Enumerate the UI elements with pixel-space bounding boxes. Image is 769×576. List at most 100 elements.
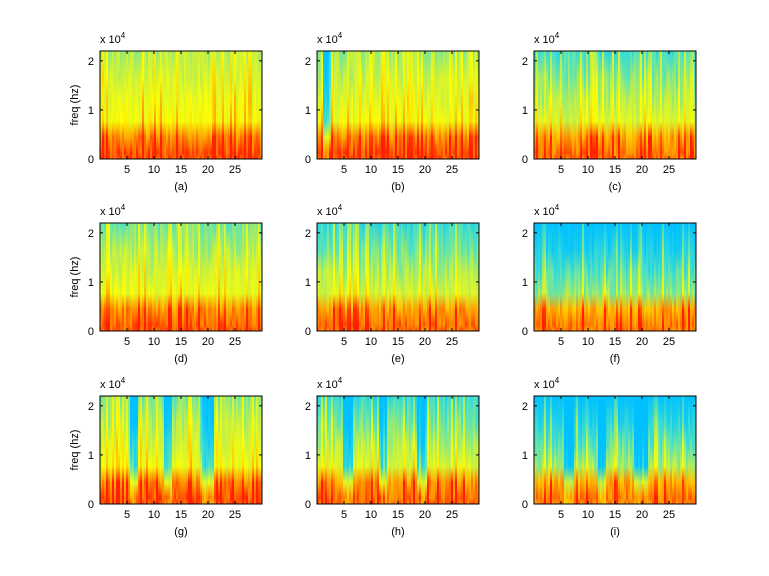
spectrogram-column: [670, 51, 673, 159]
spectrogram-column: [112, 223, 115, 331]
spectrogram-column: [168, 51, 171, 159]
spectrogram-column: [128, 223, 131, 331]
spectrogram-column: [359, 396, 362, 504]
spectrogram-column: [616, 223, 619, 331]
spectrogram-column: [325, 396, 328, 504]
spectrogram-column: [256, 223, 259, 331]
spectrogram-column: [134, 223, 137, 331]
spectrogram-column: [676, 396, 679, 504]
spectrogram-column: [323, 51, 326, 159]
spectrogram-column: [389, 223, 392, 331]
spectrogram-column: [142, 51, 145, 159]
spectrogram-column: [172, 51, 175, 159]
spectrogram-column: [204, 396, 207, 504]
spectrogram-column: [146, 51, 149, 159]
spectrogram-column: [401, 223, 404, 331]
y-exponent-label: x 104: [317, 31, 343, 46]
y-exponent-label: x 104: [100, 376, 126, 391]
y-exponent-label: x 104: [534, 376, 560, 391]
spectrogram-column: [640, 223, 643, 331]
spectrogram-column: [435, 223, 438, 331]
spectrogram-column: [170, 223, 173, 331]
spectrogram-column: [682, 223, 685, 331]
panel-caption: (d): [174, 353, 187, 365]
spectrogram-column: [202, 51, 205, 159]
spectrogram-column: [443, 223, 446, 331]
spectrogram-column: [626, 51, 629, 159]
spectrogram-column: [401, 396, 404, 504]
spectrogram-column: [385, 51, 388, 159]
spectrogram-column: [331, 51, 334, 159]
spectrogram-column: [544, 223, 547, 331]
spectrogram-column: [654, 396, 657, 504]
spectrogram-column: [192, 396, 195, 504]
spectrogram-column: [648, 396, 651, 504]
spectrogram-column: [377, 223, 380, 331]
spectrogram-column: [387, 396, 390, 504]
spectrogram-column: [588, 396, 591, 504]
spectrogram-column: [126, 223, 129, 331]
spectrogram-column: [680, 223, 683, 331]
spectrogram-column: [688, 396, 691, 504]
spectrogram-column: [556, 51, 559, 159]
spectrogram-column: [355, 51, 358, 159]
spectrogram-column: [363, 51, 366, 159]
spectrogram-column: [542, 51, 545, 159]
spectrogram-column: [377, 51, 380, 159]
spectrogram-column: [445, 51, 448, 159]
spectrogram-column: [198, 51, 201, 159]
spectrogram-column: [405, 51, 408, 159]
spectrogram-column: [574, 396, 577, 504]
spectrogram-panel: 5 10 15 20 25 0 1 2 x 104 (d) freq (hz): [69, 203, 263, 365]
spectrogram-column: [381, 396, 384, 504]
spectrogram-column: [371, 223, 374, 331]
spectrogram-column: [347, 223, 350, 331]
spectrogram-column: [132, 223, 135, 331]
spectrogram-column: [365, 223, 368, 331]
spectrogram-column: [477, 396, 480, 504]
spectrogram-column: [331, 223, 334, 331]
spectrogram-column: [196, 223, 199, 331]
spectrogram-column: [660, 51, 663, 159]
spectrogram-column: [648, 51, 651, 159]
spectrogram-column: [218, 51, 221, 159]
x-tick-label: 5: [341, 336, 347, 348]
spectrogram-column: [381, 223, 384, 331]
spectrogram-column: [184, 51, 187, 159]
spectrogram-column: [389, 51, 392, 159]
spectrogram-column: [196, 396, 199, 504]
spectrogram-column: [375, 396, 378, 504]
spectrogram-column: [389, 396, 392, 504]
spectrogram-column: [248, 223, 251, 331]
spectrogram-column: [451, 223, 454, 331]
spectrogram-column: [616, 396, 619, 504]
spectrogram-column: [578, 396, 581, 504]
spectrogram-column: [630, 51, 633, 159]
spectrogram-column: [439, 223, 442, 331]
spectrogram-column: [606, 396, 609, 504]
spectrogram-column: [656, 51, 659, 159]
spectrogram-column: [226, 396, 229, 504]
spectrogram-column: [552, 396, 555, 504]
spectrogram-column: [582, 396, 585, 504]
spectrogram-column: [433, 51, 436, 159]
spectrogram-column: [240, 51, 243, 159]
x-tick-label: 15: [175, 336, 187, 348]
spectrogram-column: [373, 223, 376, 331]
spectrogram-column: [554, 223, 557, 331]
spectrogram-column: [166, 223, 169, 331]
spectrogram-column: [459, 223, 462, 331]
spectrogram-column: [572, 223, 575, 331]
spectrogram-column: [246, 223, 249, 331]
spectrogram-column: [234, 51, 237, 159]
spectrogram-column: [415, 396, 418, 504]
spectrogram-column: [329, 223, 332, 331]
spectrogram-column: [475, 51, 478, 159]
x-tick-label: 5: [558, 164, 564, 176]
spectrogram-column: [574, 223, 577, 331]
spectrogram-column: [628, 51, 631, 159]
spectrogram-column: [658, 223, 661, 331]
spectrogram-column: [349, 396, 352, 504]
spectrogram-column: [369, 396, 372, 504]
spectrogram-column: [636, 51, 639, 159]
